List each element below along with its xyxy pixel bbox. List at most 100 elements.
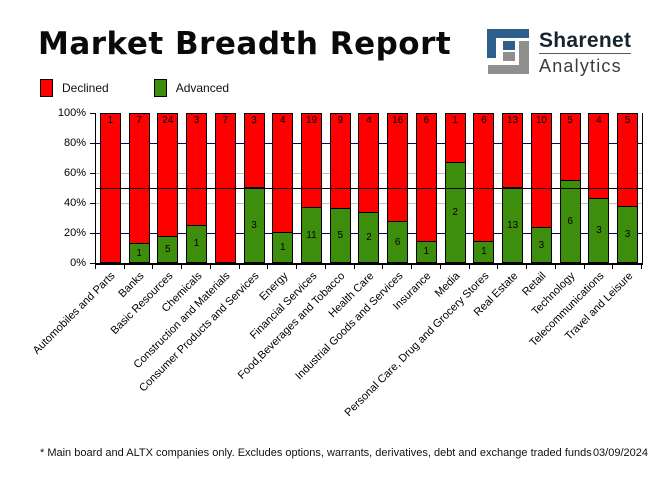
advanced-value: 3 <box>538 239 545 251</box>
declined-segment: 9 <box>329 113 351 210</box>
advanced-segment: 1 <box>415 241 437 263</box>
declined-value: 16 <box>392 115 404 126</box>
x-axis-labels: Automobiles and Parts Banks Basic Resource… <box>31 268 643 438</box>
bar-retail: 10 3 <box>530 113 552 263</box>
x-tick-mark <box>324 265 326 269</box>
declined-value: 10 <box>535 115 547 126</box>
x-tick-mark <box>382 265 384 269</box>
declined-value: 13 <box>507 115 519 126</box>
page-title: Market Breadth Report <box>38 26 452 62</box>
x-tick-mark <box>554 265 556 269</box>
legend-label-advanced: Advanced <box>175 81 230 95</box>
declined-value: 3 <box>193 115 200 126</box>
advanced-segment: 3 <box>617 206 639 263</box>
advanced-value: 3 <box>596 224 602 236</box>
advanced-value: 11 <box>306 229 317 241</box>
declined-segment: 6 <box>473 113 495 242</box>
declined-value: 24 <box>162 115 174 126</box>
x-tick-mark <box>411 265 413 269</box>
declined-value: 7 <box>136 115 142 126</box>
advanced-segment: 3 <box>243 188 265 263</box>
bars-container: 1 7 1 24 5 3 1 7 3 3 4 1 19 11 9 5 4 2 16 6 6 1 1 2 6 1 13 13 10 3 5 6 4… <box>96 113 642 263</box>
x-tick-mark <box>181 265 183 269</box>
advanced-value: 5 <box>337 230 344 242</box>
advanced-segment: 3 <box>530 228 552 263</box>
logo-divider <box>539 53 631 54</box>
declined-segment: 4 <box>272 113 294 233</box>
bar-financial-services: 19 11 <box>301 113 322 263</box>
advanced-segment: 13 <box>502 188 524 263</box>
y-tick-mark <box>90 263 95 264</box>
declined-swatch-icon <box>40 79 53 97</box>
declined-segment: 10 <box>530 113 552 229</box>
y-tick-mark <box>90 233 95 234</box>
legend-item-declined: Declined <box>40 79 109 97</box>
x-tick-mark <box>267 265 269 269</box>
advanced-segment: 1 <box>128 244 150 263</box>
advanced-segment: 5 <box>329 209 351 263</box>
advanced-swatch-icon <box>153 79 167 97</box>
logo-name: Sharenet <box>539 29 632 52</box>
declined-value: 6 <box>481 115 487 126</box>
bar-real-estate: 13 13 <box>502 113 524 263</box>
x-tick-mark <box>238 265 240 269</box>
declined-segment: 24 <box>157 113 179 238</box>
x-tick-mark <box>439 265 441 269</box>
declined-segment: 5 <box>559 113 581 182</box>
advanced-value: 3 <box>624 228 631 240</box>
x-tick-mark <box>123 265 125 269</box>
advanced-value: 2 <box>366 232 372 243</box>
x-tick-mark <box>296 265 298 269</box>
legend-label-declined: Declined <box>62 81 109 95</box>
y-tick-label-20: 20% <box>63 227 86 239</box>
y-tick-mark <box>90 113 95 114</box>
advanced-segment: 6 <box>387 222 409 263</box>
declined-value: 1 <box>107 115 114 126</box>
advanced-value: 1 <box>193 238 200 250</box>
advanced-value: 1 <box>481 246 487 258</box>
advanced-segment: 2 <box>444 163 466 263</box>
x-tick-mark <box>641 265 642 269</box>
x-tick-mark <box>353 265 355 269</box>
declined-segment: 5 <box>617 113 639 207</box>
bar-basic-resources: 24 5 <box>157 113 179 263</box>
advanced-segment: 3 <box>588 198 610 263</box>
x-tick-mark <box>468 265 470 269</box>
declined-value: 7 <box>222 115 229 126</box>
y-tick-mark <box>90 173 95 174</box>
declined-value: 5 <box>624 115 631 126</box>
y-tick-mark <box>90 143 95 144</box>
declined-segment: 3 <box>243 113 265 188</box>
declined-value: 4 <box>596 115 602 126</box>
advanced-value: 2 <box>452 207 458 218</box>
declined-value: 19 <box>305 115 318 126</box>
advanced-value: 6 <box>567 216 573 228</box>
x-tick-mark <box>526 265 528 269</box>
advanced-value: 1 <box>136 247 142 259</box>
advanced-segment: 11 <box>301 208 322 263</box>
x-tick-mark <box>152 265 154 269</box>
advanced-value: 3 <box>251 219 257 231</box>
bar-industrial-goods-and-services: 16 6 <box>387 113 409 263</box>
footnote: * Main board and ALTX companies only. Ex… <box>40 447 592 459</box>
y-tick-mark <box>90 203 95 204</box>
y-tick-label-0: 0% <box>70 257 86 269</box>
declined-value: 6 <box>423 115 430 126</box>
declined-value: 9 <box>337 115 344 126</box>
x-tick-mark <box>583 265 585 269</box>
advanced-value: 5 <box>165 244 171 256</box>
advanced-value: 6 <box>394 236 401 248</box>
sharenet-logo: Sharenet Analytics <box>487 29 631 77</box>
x-tick-mark <box>612 265 614 269</box>
advanced-segment: 5 <box>157 237 179 263</box>
advanced-value: 1 <box>423 246 430 258</box>
advanced-segment: 2 <box>358 213 380 263</box>
declined-segment: 13 <box>502 113 524 188</box>
declined-value: 1 <box>452 115 458 126</box>
